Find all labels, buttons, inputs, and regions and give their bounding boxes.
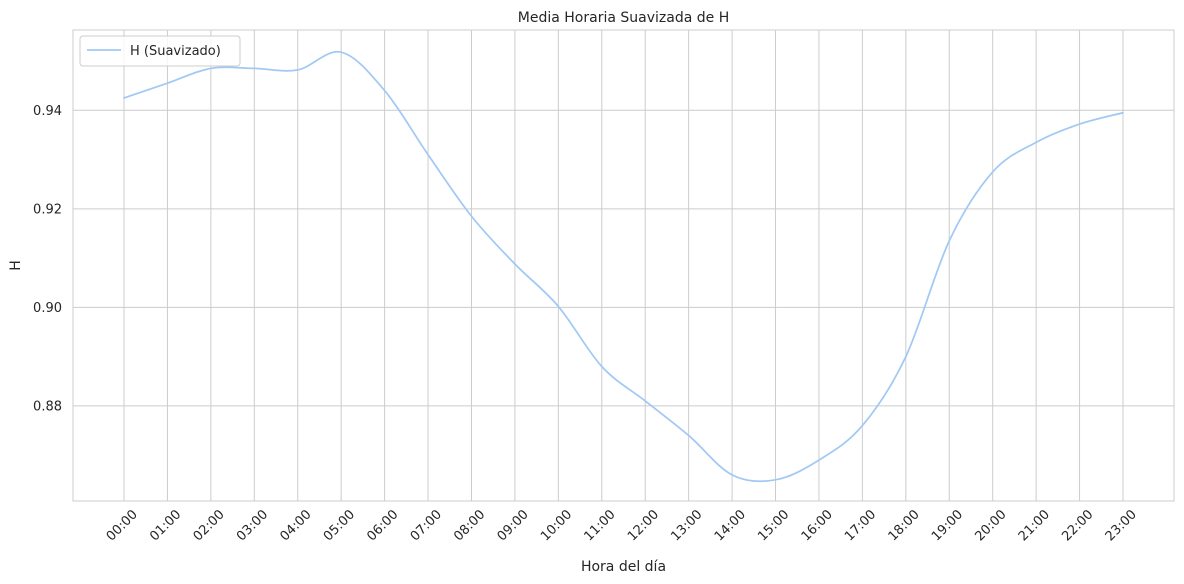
x-tick-label: 00:00 [104,507,141,544]
y-tick-label: 0.94 [33,104,62,119]
x-tick-label: 23:00 [1103,507,1140,544]
x-tick-label: 09:00 [495,507,532,544]
x-tick-label: 13:00 [668,507,705,544]
y-tick-label: 0.92 [33,202,62,217]
x-tick-label: 19:00 [929,507,966,544]
x-tick-label: 15:00 [755,507,792,544]
legend: H (Suavizado) [79,35,241,67]
y-tick-labels: 0.88 0.90 0.92 0.94 [33,104,62,415]
grid [73,30,1174,501]
y-axis-label: H [8,260,24,271]
series-line [123,50,1124,483]
x-tick-label: 01:00 [147,507,184,544]
x-tick-label: 06:00 [364,507,401,544]
x-tick-label: 10:00 [538,507,575,544]
x-tick-label: 05:00 [321,507,358,544]
x-tick-label: 03:00 [234,507,271,544]
series-layer [123,50,1124,483]
x-tick-label: 17:00 [842,507,879,544]
x-tick-label: 08:00 [451,507,488,544]
x-tick-label: 02:00 [191,507,228,544]
x-tick-label: 20:00 [972,507,1009,544]
x-tick-label: 14:00 [712,507,749,544]
x-tick-label: 16:00 [799,507,836,544]
x-tick-labels: 00:00 01:00 02:00 03:00 04:00 05:00 06:00 07:00… [104,507,1140,544]
x-tick-label: 18:00 [886,507,923,544]
x-tick-label: 07:00 [408,507,445,544]
x-tick-label: 21:00 [1016,507,1053,544]
x-axis-label: Hora del día [581,559,666,575]
x-tick-label: 11:00 [582,507,619,544]
x-tick-label: 04:00 [277,507,314,544]
y-tick-label: 0.88 [33,399,62,414]
chart-title: Media Horaria Suavizada de H [518,10,729,26]
x-tick-label: 12:00 [625,507,662,544]
y-tick-label: 0.90 [33,301,62,316]
legend-label: H (Suavizado) [130,44,221,59]
x-tick-label: 22:00 [1059,507,1096,544]
legend-box [79,35,241,67]
plot-frame [72,29,1175,502]
